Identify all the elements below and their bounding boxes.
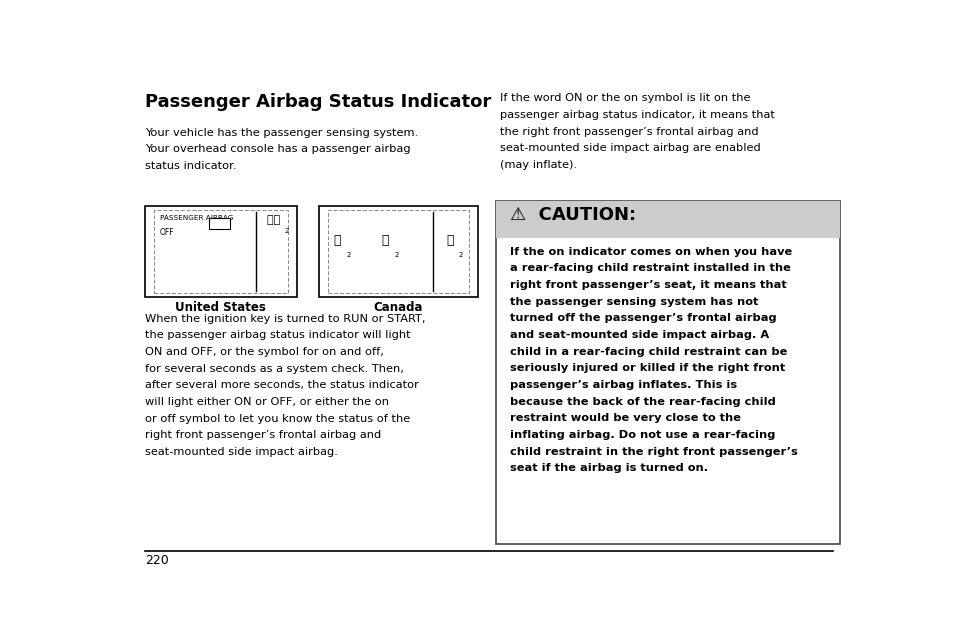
Text: child restraint in the right front passenger’s: child restraint in the right front passe… — [509, 446, 797, 457]
Text: passenger airbag status indicator, it means that: passenger airbag status indicator, it me… — [499, 110, 774, 120]
Text: seat if the airbag is turned on.: seat if the airbag is turned on. — [509, 463, 707, 473]
Text: seat-mounted side impact airbag.: seat-mounted side impact airbag. — [145, 447, 337, 457]
Text: a rear-facing child restraint installed in the: a rear-facing child restraint installed … — [509, 263, 790, 273]
Bar — [496, 201, 840, 544]
Text: Your vehicle has the passenger sensing system.: Your vehicle has the passenger sensing s… — [145, 128, 417, 138]
Bar — [496, 201, 840, 238]
Text: the passenger airbag status indicator will light: the passenger airbag status indicator wi… — [145, 331, 411, 340]
Text: child in a rear-facing child restraint can be: child in a rear-facing child restraint c… — [509, 347, 786, 357]
Text: (may inflate).: (may inflate). — [499, 160, 577, 170]
Text: ON: ON — [213, 221, 226, 227]
Text: seat-mounted side impact airbag are enabled: seat-mounted side impact airbag are enab… — [499, 143, 760, 153]
Text: seriously injured or killed if the right front: seriously injured or killed if the right… — [509, 363, 784, 373]
Text: inflating airbag. Do not use a rear-facing: inflating airbag. Do not use a rear-faci… — [509, 430, 774, 440]
Text: If the word ON or the on symbol is lit on the: If the word ON or the on symbol is lit o… — [499, 93, 750, 104]
Text: Passenger Airbag Status Indicator: Passenger Airbag Status Indicator — [145, 93, 491, 111]
Text: turned off the passenger’s frontal airbag: turned off the passenger’s frontal airba… — [509, 314, 776, 323]
Text: PASSENGER AIRBAG: PASSENGER AIRBAG — [160, 214, 233, 221]
Text: Canada: Canada — [374, 301, 423, 314]
Text: or off symbol to let you know the status of the: or off symbol to let you know the status… — [145, 414, 410, 424]
Bar — [328, 210, 469, 293]
Text: the passenger sensing system has not: the passenger sensing system has not — [509, 297, 758, 307]
Text: 2: 2 — [458, 252, 462, 258]
Text: 🚶: 🚶 — [381, 234, 389, 247]
Text: after several more seconds, the status indicator: after several more seconds, the status i… — [145, 380, 418, 391]
Text: 🧑: 🧑 — [445, 234, 453, 247]
Text: status indicator.: status indicator. — [145, 161, 236, 171]
Bar — [145, 206, 296, 296]
Text: If the on indicator comes on when you have: If the on indicator comes on when you ha… — [509, 247, 791, 257]
Text: 🚶: 🚶 — [334, 234, 341, 247]
Text: ON and OFF, or the symbol for on and off,: ON and OFF, or the symbol for on and off… — [145, 347, 384, 357]
Text: right front passenger’s seat, it means that: right front passenger’s seat, it means t… — [509, 280, 785, 290]
Text: When the ignition key is turned to RUN or START,: When the ignition key is turned to RUN o… — [145, 314, 425, 324]
Text: 2: 2 — [346, 252, 351, 258]
Text: the right front passenger’s frontal airbag and: the right front passenger’s frontal airb… — [499, 127, 758, 137]
Text: will light either ON or OFF, or either the on: will light either ON or OFF, or either t… — [145, 397, 389, 407]
Text: 2: 2 — [394, 252, 398, 258]
Text: 2: 2 — [284, 228, 288, 234]
Text: Your overhead console has a passenger airbag: Your overhead console has a passenger ai… — [145, 144, 411, 155]
Text: right front passenger’s frontal airbag and: right front passenger’s frontal airbag a… — [145, 431, 381, 440]
Text: restraint would be very close to the: restraint would be very close to the — [509, 413, 740, 423]
Text: United States: United States — [175, 301, 266, 314]
Text: because the back of the rear-facing child: because the back of the rear-facing chil… — [509, 397, 775, 406]
Bar — [210, 218, 230, 229]
Text: OFF: OFF — [160, 228, 174, 237]
Bar — [318, 206, 477, 296]
Text: for several seconds as a system check. Then,: for several seconds as a system check. T… — [145, 364, 403, 374]
Text: passenger’s airbag inflates. This is: passenger’s airbag inflates. This is — [509, 380, 736, 390]
Text: and seat-mounted side impact airbag. A: and seat-mounted side impact airbag. A — [509, 330, 768, 340]
Text: 🧑‍🦼: 🧑‍🦼 — [267, 216, 280, 226]
Bar — [153, 210, 288, 293]
Text: ⚠  CAUTION:: ⚠ CAUTION: — [509, 206, 635, 224]
Text: 220: 220 — [145, 555, 169, 567]
